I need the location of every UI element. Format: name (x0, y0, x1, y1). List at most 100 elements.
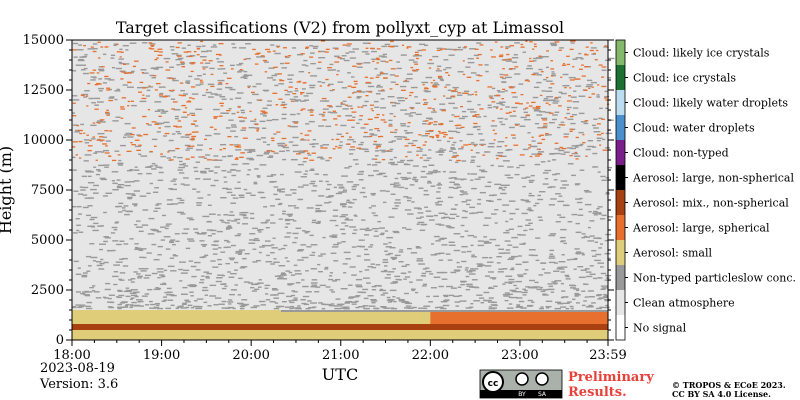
speckle-mark (235, 97, 242, 99)
speckle-mark (371, 158, 375, 160)
speckle-mark (72, 156, 76, 159)
speckle-mark (447, 74, 451, 76)
speckle-mark (93, 77, 97, 79)
speckle-mark (569, 130, 573, 133)
speckle-mark (152, 191, 159, 193)
speckle-mark (521, 177, 527, 179)
speckle-mark (518, 103, 523, 105)
speckle-mark (318, 156, 323, 158)
speckle-mark (170, 49, 175, 51)
speckle-mark (504, 90, 508, 92)
speckle-mark (287, 125, 291, 127)
speckle-mark (327, 67, 332, 69)
speckle-mark (501, 155, 507, 158)
speckle-mark (172, 254, 177, 256)
speckle-mark (193, 131, 199, 133)
speckle-mark (603, 295, 608, 298)
speckle-mark (471, 187, 477, 190)
speckle-mark (392, 163, 398, 166)
speckle-mark (270, 252, 275, 254)
speckle-mark (482, 154, 486, 156)
speckle-mark (586, 84, 593, 86)
speckle-mark (382, 261, 389, 264)
speckle-mark (102, 195, 108, 197)
speckle-mark (553, 100, 560, 102)
speckle-mark (321, 303, 326, 305)
legend-swatch (616, 165, 625, 190)
speckle-mark (436, 197, 441, 199)
speckle-mark (525, 40, 528, 42)
speckle-mark (475, 152, 480, 154)
speckle-mark (328, 304, 335, 307)
speckle-mark (477, 198, 482, 201)
speckle-mark (543, 97, 549, 100)
speckle-mark (336, 242, 342, 244)
speckle-mark (503, 252, 511, 254)
speckle-mark (126, 169, 133, 172)
speckle-mark (583, 89, 588, 91)
speckle-mark (290, 113, 296, 116)
speckle-mark (79, 132, 83, 135)
cc-text: cc (488, 379, 499, 389)
speckle-mark (402, 272, 407, 275)
speckle-mark (256, 154, 264, 157)
speckle-mark (360, 291, 367, 294)
speckle-mark (319, 85, 323, 87)
speckle-mark (354, 300, 359, 303)
speckle-mark (170, 188, 178, 191)
speckle-mark (272, 50, 276, 52)
speckle-mark (501, 98, 505, 100)
speckle-mark (590, 42, 593, 44)
speckle-mark (158, 127, 161, 129)
speckle-mark (87, 48, 95, 50)
speckle-mark (473, 125, 481, 128)
speckle-mark (336, 303, 343, 306)
speckle-mark (352, 141, 356, 143)
speckle-mark (83, 139, 90, 141)
speckle-mark (505, 220, 509, 223)
speckle-mark (563, 151, 570, 153)
speckle-mark (141, 295, 148, 297)
speckle-mark (452, 141, 457, 144)
speckle-mark (479, 44, 484, 46)
speckle-mark (273, 66, 278, 68)
speckle-mark (545, 66, 549, 69)
speckle-mark (466, 100, 472, 103)
speckle-mark (202, 66, 209, 68)
speckle-mark (428, 149, 432, 151)
speckle-mark (584, 268, 590, 270)
speckle-mark (102, 296, 107, 299)
speckle-mark (514, 102, 520, 104)
speckle-mark (437, 200, 444, 203)
speckle-mark (155, 166, 162, 168)
speckle-mark (380, 270, 388, 273)
speckle-mark (407, 142, 414, 145)
speckle-mark (98, 90, 103, 92)
speckle-mark (338, 305, 343, 307)
speckle-mark (607, 57, 615, 60)
speckle-mark (561, 147, 567, 150)
speckle-mark (503, 59, 507, 61)
speckle-mark (294, 299, 298, 301)
speckle-mark (285, 219, 290, 222)
speckle-mark (170, 270, 177, 272)
speckle-mark (229, 169, 236, 171)
speckle-mark (595, 307, 602, 310)
speckle-mark (509, 115, 517, 117)
speckle-mark (275, 45, 281, 47)
speckle-mark (374, 158, 378, 160)
speckle-mark (440, 307, 447, 310)
speckle-mark (284, 93, 291, 96)
speckle-mark (207, 204, 212, 206)
speckle-mark (159, 92, 164, 95)
speckle-mark (227, 155, 233, 157)
speckle-mark (169, 159, 174, 161)
speckle-mark (465, 283, 473, 286)
speckle-mark (472, 115, 477, 117)
speckle-mark (463, 46, 468, 48)
speckle-mark (303, 59, 308, 62)
speckle-mark (286, 232, 292, 234)
speckle-mark (134, 166, 138, 168)
speckle-mark (138, 91, 143, 93)
